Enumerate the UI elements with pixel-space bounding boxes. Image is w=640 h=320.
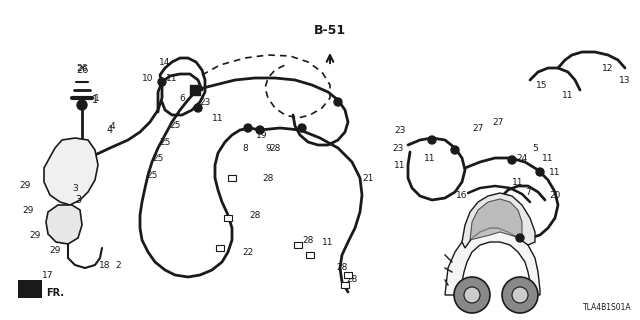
- Text: B-51: B-51: [314, 23, 346, 36]
- Text: 1: 1: [92, 95, 98, 105]
- Text: 27: 27: [472, 124, 484, 132]
- Text: 10: 10: [142, 74, 154, 83]
- Text: 18: 18: [99, 260, 111, 269]
- Text: 1: 1: [94, 93, 100, 102]
- Polygon shape: [470, 199, 522, 240]
- Text: 28: 28: [269, 143, 281, 153]
- Text: 28: 28: [250, 211, 260, 220]
- Text: 11: 11: [563, 91, 573, 100]
- Polygon shape: [445, 228, 540, 295]
- Text: 8: 8: [242, 143, 248, 153]
- Text: 14: 14: [159, 58, 171, 67]
- Text: 2: 2: [115, 260, 121, 269]
- Text: 23: 23: [394, 125, 406, 134]
- Text: 13: 13: [620, 76, 631, 84]
- Bar: [341, 282, 349, 288]
- Circle shape: [298, 124, 306, 132]
- Text: 26: 26: [76, 65, 88, 75]
- Text: 25: 25: [147, 171, 157, 180]
- Bar: [306, 252, 314, 258]
- Circle shape: [334, 98, 342, 106]
- Text: 11: 11: [512, 178, 524, 187]
- Circle shape: [451, 146, 459, 154]
- Text: 27: 27: [492, 117, 504, 126]
- Text: 4: 4: [109, 122, 115, 131]
- Circle shape: [502, 277, 538, 313]
- Circle shape: [516, 234, 524, 242]
- Text: 21: 21: [362, 173, 374, 182]
- Text: 25: 25: [170, 121, 180, 130]
- Text: 25: 25: [159, 138, 171, 147]
- Text: 3: 3: [75, 195, 81, 205]
- Text: 28: 28: [346, 276, 358, 284]
- Text: 6: 6: [179, 93, 185, 102]
- Text: 28: 28: [336, 263, 348, 273]
- Text: 29: 29: [29, 230, 41, 239]
- Text: 5: 5: [532, 143, 538, 153]
- Polygon shape: [18, 280, 42, 298]
- Text: 20: 20: [549, 190, 561, 199]
- Circle shape: [194, 104, 202, 112]
- Text: 23: 23: [392, 143, 404, 153]
- Text: 4: 4: [107, 125, 113, 135]
- Text: 26: 26: [76, 63, 88, 73]
- Text: 11: 11: [542, 154, 554, 163]
- Text: 25: 25: [152, 154, 164, 163]
- Circle shape: [508, 156, 516, 164]
- Text: 24: 24: [516, 154, 527, 163]
- Text: 11: 11: [323, 237, 333, 246]
- Text: 11: 11: [212, 114, 224, 123]
- Text: FR.: FR.: [46, 288, 64, 298]
- Circle shape: [158, 78, 166, 86]
- Circle shape: [256, 126, 264, 134]
- Polygon shape: [46, 205, 82, 244]
- Text: 9: 9: [265, 143, 271, 153]
- Text: 23: 23: [199, 98, 211, 107]
- Text: 3: 3: [72, 183, 78, 193]
- Text: 11: 11: [394, 161, 406, 170]
- Bar: [190, 85, 200, 95]
- Text: 11: 11: [166, 74, 178, 83]
- Text: 29: 29: [49, 245, 61, 254]
- Circle shape: [77, 100, 87, 110]
- Text: 16: 16: [456, 190, 468, 199]
- Text: 17: 17: [42, 270, 54, 279]
- Circle shape: [244, 124, 252, 132]
- Circle shape: [536, 168, 544, 176]
- Text: TLA4B1S01A: TLA4B1S01A: [584, 303, 632, 312]
- Text: 12: 12: [602, 63, 614, 73]
- Text: 29: 29: [19, 180, 31, 189]
- Text: 28: 28: [262, 173, 274, 182]
- Polygon shape: [462, 193, 535, 248]
- Circle shape: [454, 277, 490, 313]
- Circle shape: [464, 287, 480, 303]
- Text: 28: 28: [302, 236, 314, 244]
- Text: 19: 19: [256, 131, 268, 140]
- Bar: [216, 245, 224, 251]
- Circle shape: [191, 86, 199, 94]
- Text: 7: 7: [525, 188, 531, 196]
- Text: 11: 11: [424, 154, 436, 163]
- Circle shape: [512, 287, 528, 303]
- Bar: [344, 272, 352, 278]
- Text: 29: 29: [22, 205, 34, 214]
- Text: 22: 22: [243, 247, 253, 257]
- Text: 15: 15: [536, 81, 548, 90]
- Bar: [228, 175, 236, 181]
- Polygon shape: [44, 138, 98, 205]
- Circle shape: [428, 136, 436, 144]
- Text: 11: 11: [549, 167, 561, 177]
- Bar: [294, 242, 302, 248]
- Bar: [224, 215, 232, 221]
